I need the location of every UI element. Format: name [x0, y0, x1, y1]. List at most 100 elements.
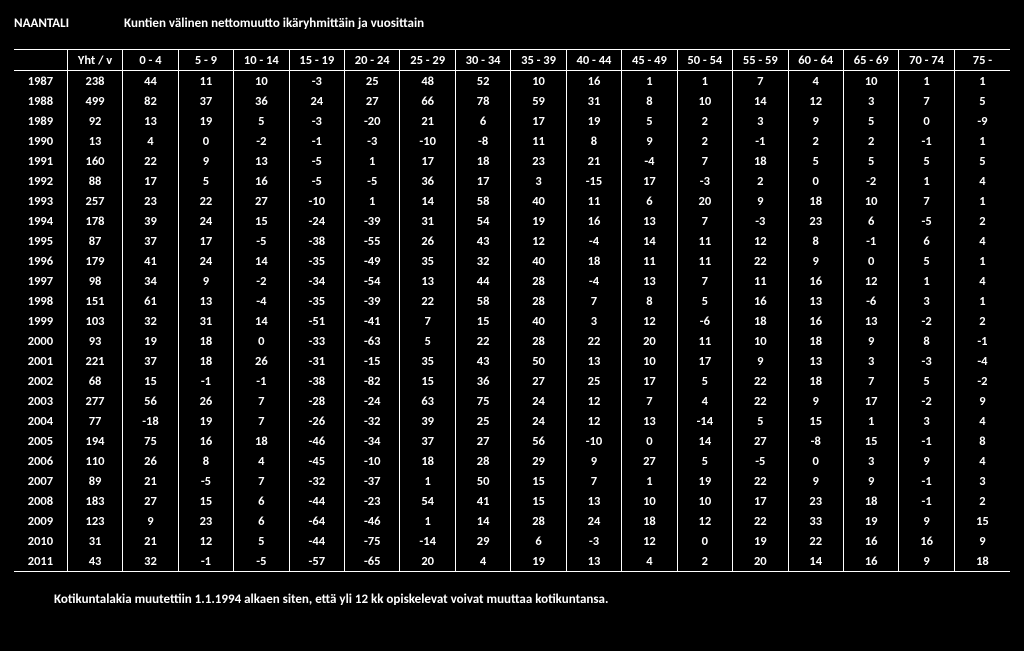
table-cell: 82: [123, 91, 178, 111]
table-cell: 257: [67, 191, 122, 211]
table-cell: 23: [788, 491, 843, 511]
table-cell: 2004: [14, 411, 67, 431]
table-cell: 5: [954, 91, 1010, 111]
column-header: 45 - 49: [622, 50, 677, 71]
table-cell: 21: [400, 111, 455, 131]
table-cell: 16: [843, 531, 898, 551]
table-cell: 29: [511, 451, 566, 471]
table-cell: -4: [566, 271, 621, 291]
table-cell: 9: [178, 151, 233, 171]
table-cell: 68: [67, 371, 122, 391]
table-cell: -2: [954, 371, 1010, 391]
table-cell: -4: [234, 291, 289, 311]
table-cell: -3: [733, 211, 788, 231]
table-cell: 4: [677, 391, 732, 411]
table-cell: 13: [843, 311, 898, 331]
table-cell: -33: [289, 331, 344, 351]
table-cell: 12: [843, 271, 898, 291]
table-cell: 36: [455, 371, 510, 391]
table-cell: -1: [899, 431, 954, 451]
table-cell: 27: [511, 371, 566, 391]
table-cell: -28: [289, 391, 344, 411]
table-cell: 13: [67, 131, 122, 151]
table-cell: 20: [400, 551, 455, 572]
table-cell: 14: [234, 251, 289, 271]
column-header: Yht / v: [67, 50, 122, 71]
table-cell: -4: [622, 151, 677, 171]
table-cell: 16: [733, 291, 788, 311]
table-cell: 1: [954, 191, 1010, 211]
table-cell: -3: [345, 131, 400, 151]
table-cell: 5: [234, 531, 289, 551]
table-cell: 5: [677, 371, 732, 391]
table-cell: -44: [289, 531, 344, 551]
table-cell: 9: [899, 551, 954, 572]
table-cell: 9: [733, 191, 788, 211]
table-cell: -6: [843, 291, 898, 311]
table-cell: 7: [677, 271, 732, 291]
table-cell: 40: [511, 251, 566, 271]
table-cell: 15: [954, 511, 1010, 531]
table-cell: 12: [788, 91, 843, 111]
table-cell: 18: [400, 451, 455, 471]
table-cell: 18: [733, 311, 788, 331]
table-row: 20103121125-44-75-14296-3120192216169: [14, 531, 1010, 551]
table-row: 20061102684-45-101828299275-50394: [14, 451, 1010, 471]
table-body: 1987238441110-32548521016117410111988499…: [14, 71, 1010, 572]
table-cell: 0: [234, 331, 289, 351]
table-cell: 17: [843, 391, 898, 411]
table-cell: -37: [345, 471, 400, 491]
table-cell: 1993: [14, 191, 67, 211]
table-cell: -1: [899, 471, 954, 491]
table-cell: 63: [400, 391, 455, 411]
table-row: 20091239236-64-4611428241812223319915: [14, 511, 1010, 531]
table-cell: 37: [123, 231, 178, 251]
table-cell: 5: [899, 251, 954, 271]
table-cell: 499: [67, 91, 122, 111]
table-cell: 10: [677, 91, 732, 111]
page-header: NAANTALI Kuntien välinen nettomuutto ikä…: [14, 16, 1010, 31]
table-cell: -64: [289, 511, 344, 531]
table-cell: 0: [622, 431, 677, 451]
table-cell: -24: [345, 391, 400, 411]
table-cell: 25: [566, 371, 621, 391]
table-cell: -39: [345, 211, 400, 231]
table-cell: 0: [843, 251, 898, 271]
table-cell: 8: [954, 431, 1010, 451]
table-cell: -38: [289, 231, 344, 251]
table-cell: -3: [677, 171, 732, 191]
table-cell: 27: [123, 491, 178, 511]
table-cell: 23: [511, 151, 566, 171]
table-row: 20026815-1-1-38-8215362725175221875-2: [14, 371, 1010, 391]
table-cell: 5: [843, 111, 898, 131]
table-cell: 18: [455, 151, 510, 171]
table-cell: -65: [345, 551, 400, 572]
table-cell: 2: [954, 491, 1010, 511]
table-cell: 37: [178, 91, 233, 111]
table-cell: 1987: [14, 71, 67, 92]
table-cell: -5: [234, 551, 289, 572]
table-cell: -5: [289, 171, 344, 191]
table-row: 19884998237362427667859318101412375: [14, 91, 1010, 111]
table-cell: 11: [622, 251, 677, 271]
table-cell: 13: [622, 211, 677, 231]
table-cell: 12: [178, 531, 233, 551]
table-cell: 1992: [14, 171, 67, 191]
table-cell: 13: [123, 111, 178, 131]
table-cell: 1: [954, 291, 1010, 311]
table-cell: 22: [733, 251, 788, 271]
table-cell: -5: [733, 451, 788, 471]
table-cell: 28: [511, 271, 566, 291]
table-cell: 17: [123, 171, 178, 191]
table-cell: 31: [400, 211, 455, 231]
table-cell: 20: [622, 331, 677, 351]
table-cell: 26: [400, 231, 455, 251]
table-cell: 19: [123, 331, 178, 351]
table-cell: -2: [899, 311, 954, 331]
table-cell: -1: [178, 371, 233, 391]
table-cell: 18: [178, 351, 233, 371]
table-row: 1996179412414-35-49353240181111229051: [14, 251, 1010, 271]
table-cell: 87: [67, 231, 122, 251]
table-cell: 16: [788, 311, 843, 331]
table-cell: 14: [234, 311, 289, 331]
